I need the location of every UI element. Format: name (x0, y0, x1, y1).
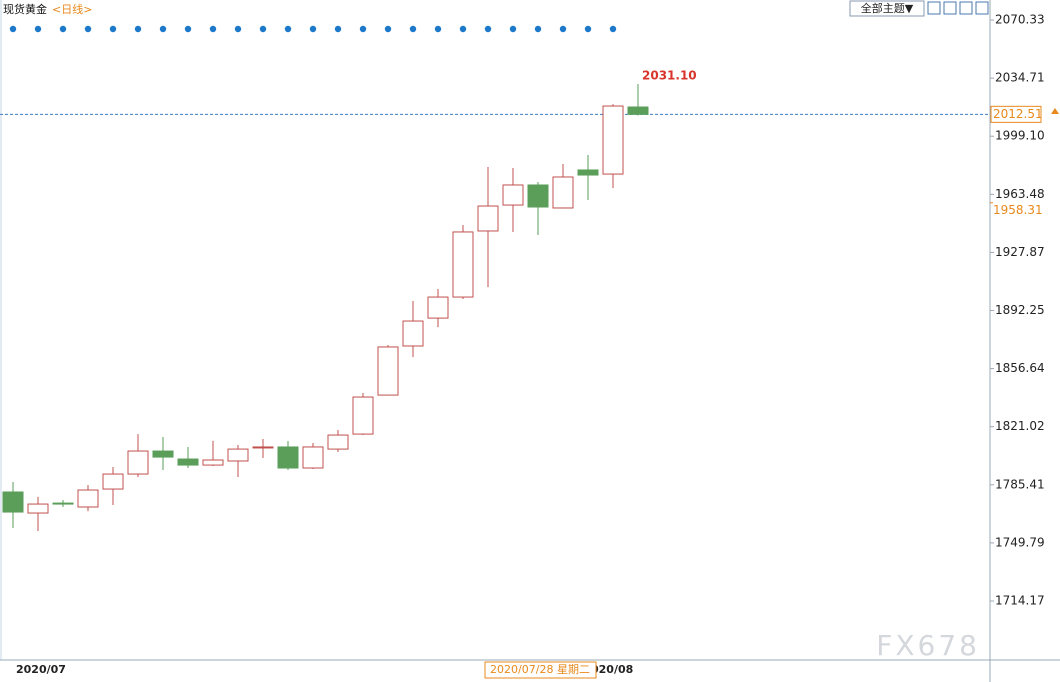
marker-dot (484, 25, 492, 33)
candle-body (502, 184, 524, 206)
chart-title: 现货黄金 (3, 2, 47, 16)
marker-dot (384, 25, 392, 33)
candle-body (352, 396, 374, 435)
marker-price-label: 1958.31 (993, 203, 1043, 217)
candle-body (277, 446, 299, 469)
candle-body (527, 184, 549, 208)
x-tick-label: 2020/07 (16, 663, 66, 676)
y-tick-label: 2070.33 (995, 13, 1045, 27)
candle-body (302, 446, 324, 469)
marker-dot (334, 25, 342, 33)
y-tick-label: 1714.17 (995, 593, 1045, 607)
candle-body (102, 473, 124, 490)
marker-dot (509, 25, 517, 33)
marker-dot (584, 25, 592, 33)
marker-dot (434, 25, 442, 33)
y-tick-label: 1999.10 (995, 129, 1045, 143)
crosshair-date: 2020/07/28 星期二 (490, 663, 590, 676)
y-tick-label: 1749.79 (995, 535, 1045, 549)
current-price-label: 2012.51 (993, 107, 1043, 121)
toolbar (927, 1, 989, 15)
current-price-box (990, 105, 1042, 123)
marker-dot (309, 25, 317, 33)
marker-dot (9, 25, 17, 33)
tool-end[interactable] (975, 1, 989, 15)
tool-right[interactable] (959, 1, 973, 15)
marker-dot (284, 25, 292, 33)
marker-dot (34, 25, 42, 33)
y-tick-label: 1927.87 (995, 245, 1045, 259)
watermark: FX678 (876, 629, 980, 662)
candle-body (552, 176, 574, 209)
y-tick-label: 1963.48 (995, 187, 1045, 201)
candle-body (77, 489, 99, 508)
candle-body (252, 446, 274, 449)
y-tick-label: 1856.64 (995, 361, 1045, 375)
marker-dot (134, 25, 142, 33)
y-tick-label: 1785.41 (995, 477, 1045, 491)
candle-body (52, 502, 74, 505)
candle-body (577, 169, 599, 176)
marker-dot (109, 25, 117, 33)
theme-button-label: 全部主题▼ (861, 1, 914, 15)
marker-dot (259, 25, 267, 33)
candle-body (602, 105, 624, 175)
marker-dot (159, 25, 167, 33)
candle-body (27, 503, 49, 514)
marker-dot (209, 25, 217, 33)
y-tick-label: 1821.02 (995, 419, 1045, 433)
marker-dot (409, 25, 417, 33)
y-tick-label: 1892.25 (995, 303, 1045, 317)
x-tick-label: 020/08 (591, 663, 633, 676)
candle-body (627, 106, 649, 115)
candle-body (427, 296, 449, 319)
marker-dot (534, 25, 542, 33)
marker-dot (59, 25, 67, 33)
marker-dot (609, 25, 617, 33)
marker-dot (84, 25, 92, 33)
marker-dot (459, 25, 467, 33)
theme-button[interactable] (849, 0, 925, 17)
candle-body (327, 434, 349, 450)
marker-dot (559, 25, 567, 33)
candle-body (377, 346, 399, 396)
price-arrow (1051, 108, 1059, 114)
candle-body (202, 459, 224, 466)
candle-body (402, 320, 424, 347)
marker-dot (234, 25, 242, 33)
y-tick-label: 2034.71 (995, 71, 1045, 85)
marker-dot (359, 25, 367, 33)
candle-body (2, 491, 24, 513)
high-annotation: 2031.10 (642, 69, 697, 83)
candle-body (477, 205, 499, 232)
marker-dot (184, 25, 192, 33)
candle-body (127, 450, 149, 475)
candle-body (177, 458, 199, 466)
candle-body (227, 448, 249, 462)
crosshair-date-box (484, 661, 597, 679)
candle-body (152, 450, 174, 458)
candle-body (452, 231, 474, 298)
period-label: <日线> (52, 2, 92, 16)
tool-zoom[interactable] (927, 1, 941, 15)
tool-left[interactable] (943, 1, 957, 15)
